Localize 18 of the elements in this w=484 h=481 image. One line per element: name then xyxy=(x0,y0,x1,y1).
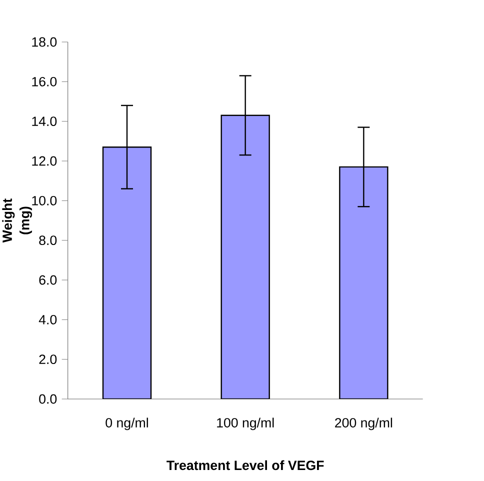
x-tick-label: 0 ng/ml xyxy=(106,418,148,430)
y-tick-label: 8.0 xyxy=(39,236,57,246)
x-tick-label: 200 ng/ml xyxy=(335,418,392,430)
y-tick-label: 14.0 xyxy=(32,116,57,126)
bar xyxy=(220,114,270,399)
y-tick-label: 4.0 xyxy=(38,314,57,324)
y-tick-label: 10.0 xyxy=(32,196,57,206)
y-tick-label: 6.0 xyxy=(39,275,57,285)
y-tick-label: 2.0 xyxy=(39,354,57,364)
y-tick-label: 12.0 xyxy=(32,156,57,166)
x-axis-title: Treatment Level of VEGF xyxy=(166,460,324,470)
y-tick-label: 16.0 xyxy=(32,76,57,86)
bar xyxy=(102,146,152,399)
y-tick-label: 18.0 xyxy=(32,37,57,47)
y-axis-title: Weight (mg) xyxy=(2,198,32,243)
y-tick-label: 0.0 xyxy=(39,394,57,404)
x-tick-label: 100 ng/ml xyxy=(217,418,274,430)
bar xyxy=(339,166,388,399)
